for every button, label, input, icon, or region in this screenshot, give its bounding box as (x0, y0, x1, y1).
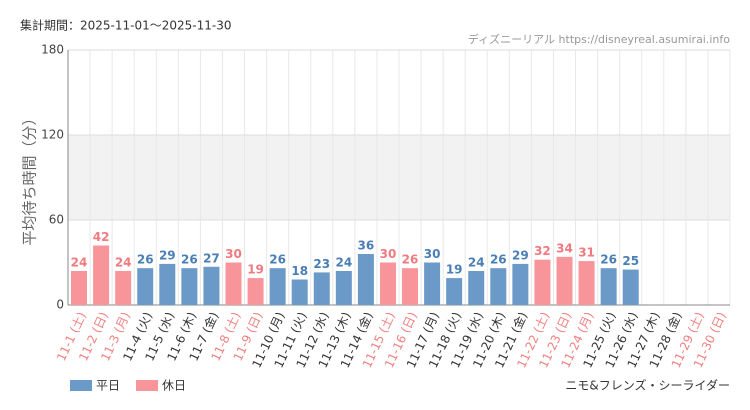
value-label: 24 (115, 256, 132, 270)
value-label: 29 (159, 248, 176, 262)
value-label: 18 (291, 264, 308, 278)
legend-swatch (136, 380, 158, 391)
value-label: 31 (578, 246, 595, 260)
value-label: 24 (468, 256, 485, 270)
bar (512, 263, 529, 305)
bar (225, 262, 242, 305)
bar (137, 268, 154, 305)
period: 集計期間：2025-11-01～2025-11-30 (20, 18, 231, 33)
bar (159, 263, 176, 305)
source: ディズニーリアル https://disneyreal.asumirai.inf… (468, 32, 730, 46)
bar (534, 259, 551, 305)
value-label: 30 (380, 247, 397, 261)
y-tick-label: 120 (41, 128, 64, 142)
bar (93, 245, 110, 305)
value-label: 32 (534, 244, 551, 258)
value-label: 26 (600, 253, 617, 267)
bar (357, 254, 374, 305)
value-label: 25 (622, 254, 639, 268)
legend-label: 平日 (96, 379, 120, 393)
value-label: 26 (490, 253, 507, 267)
value-label: 23 (313, 257, 330, 271)
bar (446, 278, 463, 305)
y-axis-label: 平均待ち時間（分） (21, 110, 39, 245)
bar (115, 271, 132, 305)
bar (181, 268, 198, 305)
value-label: 26 (402, 253, 419, 267)
value-label: 34 (556, 241, 573, 255)
value-label: 27 (203, 251, 220, 265)
bar (402, 268, 419, 305)
value-label: 26 (181, 253, 198, 267)
y-tick-label: 60 (49, 213, 64, 227)
bar (379, 262, 396, 305)
value-label: 26 (269, 253, 286, 267)
bar (578, 261, 595, 305)
bar (424, 262, 441, 305)
bar (313, 272, 330, 305)
bar (291, 279, 308, 305)
bar (622, 269, 639, 305)
value-label: 26 (137, 253, 154, 267)
value-label: 42 (93, 230, 110, 244)
y-tick-label: 0 (56, 298, 64, 312)
value-label: 30 (225, 247, 242, 261)
bar (269, 268, 286, 305)
bar (490, 268, 507, 305)
value-label: 19 (247, 263, 264, 277)
bar (335, 271, 352, 305)
bar (556, 256, 573, 305)
value-label: 24 (71, 256, 88, 270)
bar (468, 271, 485, 305)
legend-swatch (70, 380, 92, 391)
value-label: 30 (424, 247, 441, 261)
value-label: 36 (358, 239, 375, 253)
value-label: 19 (446, 263, 463, 277)
legend-label: 休日 (162, 379, 186, 393)
attraction: ニモ&フレンズ・シーライダー (565, 378, 730, 393)
value-label: 29 (512, 248, 529, 262)
bar (247, 278, 264, 305)
value-label: 24 (335, 256, 352, 270)
y-tick-label: 180 (41, 43, 64, 57)
bar (71, 271, 88, 305)
bar (600, 268, 617, 305)
bar (203, 266, 220, 305)
